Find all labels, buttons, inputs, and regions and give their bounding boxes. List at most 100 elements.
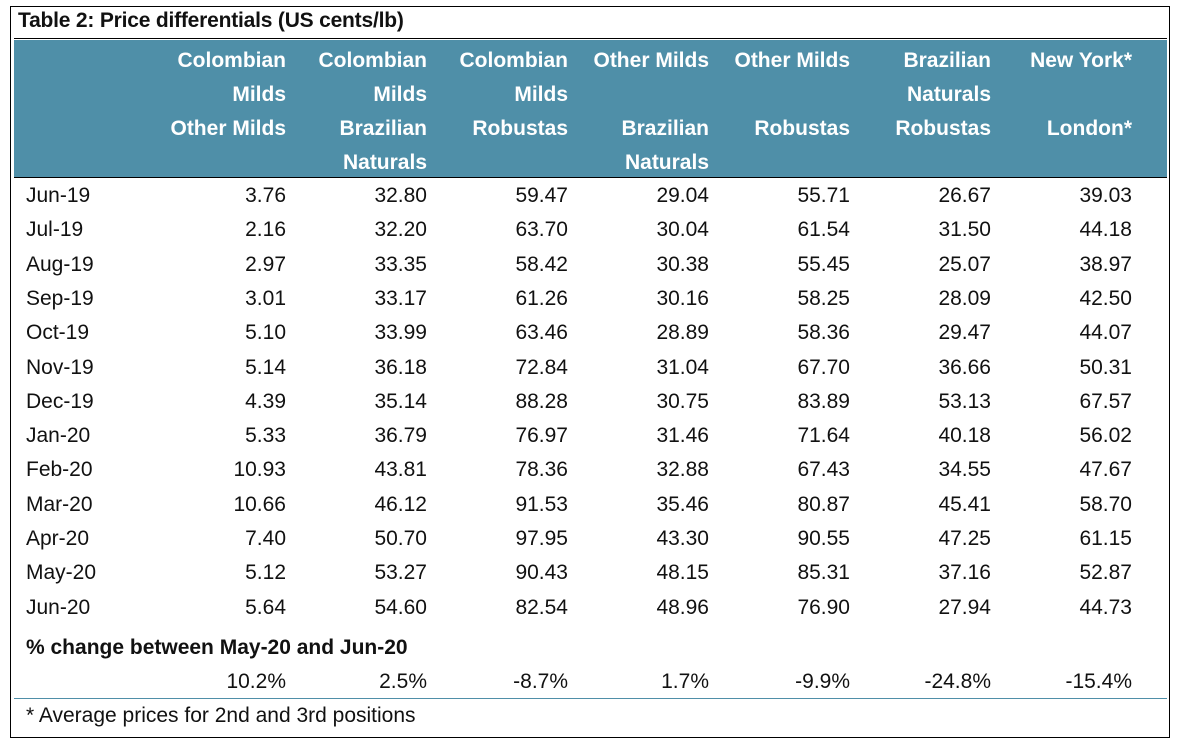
- table-cell: 90.43: [515, 561, 568, 585]
- column-header: Other Milds Robustas: [734, 44, 850, 180]
- table-cell: 34.55: [938, 458, 991, 482]
- column-header-line: Robustas: [895, 117, 991, 140]
- table-cell: 58.36: [797, 321, 850, 345]
- table-cell: 42.50: [1079, 286, 1132, 310]
- table-cell: 10.93: [233, 458, 286, 482]
- column-header-line: Naturals: [342, 151, 427, 174]
- table-cell: 58.70: [1079, 492, 1132, 516]
- pct-change-cell: 1.7%: [661, 670, 709, 693]
- table-cell: 55.71: [797, 184, 850, 207]
- column-header-line: [895, 146, 991, 180]
- table-header: Colombian Milds Other Milds Colombian Milds…: [14, 40, 1167, 177]
- table-cell: 55.45: [797, 252, 850, 276]
- bottom-divider: [14, 698, 1167, 699]
- table-cell: 59.47: [515, 184, 568, 207]
- table-cell: 61.26: [515, 286, 568, 310]
- table-row: Feb-20 10.93 43.81 78.36 32.88 67.43 34.55 47.6…: [14, 453, 1167, 487]
- table-cell: 3.01: [245, 286, 286, 310]
- column-header-line: [1030, 78, 1132, 112]
- table-cell: 30.16: [656, 286, 709, 310]
- table-cell: 5.12: [245, 561, 286, 585]
- column-header: Brazilian Naturals Robustas: [895, 44, 991, 180]
- table-cell: 43.30: [656, 527, 709, 550]
- table-cell: 83.89: [797, 389, 850, 413]
- pct-change-cell: -24.8%: [924, 670, 991, 693]
- table-cell: 35.46: [656, 492, 709, 516]
- table-row: Oct-19 5.10 33.99 63.46 28.89 58.36 29.47 44.07: [14, 316, 1167, 350]
- table-cell: 44.07: [1079, 321, 1132, 345]
- table-cell: 5.64: [245, 595, 286, 619]
- table-row: Aug-19 2.97 33.35 58.42 30.38 55.45 25.07 38.97: [14, 248, 1167, 282]
- table-cell: 63.70: [515, 218, 568, 242]
- column-header-line: [734, 78, 850, 112]
- footnote: * Average prices for 2nd and 3rd positio…: [26, 704, 416, 727]
- column-header-line: Milds: [514, 83, 568, 106]
- row-label: May-20: [26, 561, 97, 585]
- table-frame: [10, 6, 1170, 738]
- table-cell: 50.31: [1079, 355, 1132, 379]
- row-label: Jun-20: [26, 595, 91, 619]
- pct-change-cell: 2.5%: [379, 670, 427, 693]
- table-cell: 30.38: [656, 252, 709, 276]
- table-row: Apr-20 7.40 50.70 97.95 43.30 90.55 47.25 61.15: [14, 522, 1167, 556]
- table-cell: 10.66: [233, 492, 286, 516]
- table-row: Mar-20 10.66 46.12 91.53 35.46 80.87 45.41 58.7…: [14, 488, 1167, 522]
- table-row: Jan-20 5.33 36.79 76.97 31.46 71.64 40.18 56.02: [14, 419, 1167, 453]
- table-cell: 31.50: [938, 218, 991, 242]
- table-cell: 54.60: [374, 595, 427, 619]
- column-header-line: Robustas: [754, 117, 850, 140]
- table-cell: 72.84: [515, 355, 568, 379]
- table-cell: 56.02: [1079, 424, 1132, 448]
- pct-change-cell: -9.9%: [795, 670, 850, 693]
- table-cell: 30.04: [656, 218, 709, 242]
- column-header-line: New York*: [1030, 49, 1132, 72]
- table-cell: 37.16: [938, 561, 991, 585]
- table-cell: 47.67: [1079, 458, 1132, 482]
- table-row: Jul-19 2.16 32.20 63.70 30.04 61.54 31.50 44.18: [14, 213, 1167, 247]
- table-cell: 97.95: [515, 527, 568, 550]
- table-cell: 5.33: [245, 424, 286, 448]
- table-cell: 25.07: [938, 252, 991, 276]
- table-cell: 67.43: [797, 458, 850, 482]
- row-label: Jun-19: [26, 184, 91, 207]
- column-header: New York* London*: [1030, 44, 1132, 180]
- row-label: Feb-20: [26, 458, 93, 482]
- table-cell: 7.40: [245, 527, 286, 550]
- table-cell: 48.96: [656, 595, 709, 619]
- row-label: Nov-19: [26, 355, 94, 379]
- table-cell: 30.75: [656, 389, 709, 413]
- table-cell: 36.79: [374, 424, 427, 448]
- column-header: Other Milds Brazilian Naturals: [593, 44, 709, 180]
- row-label: Apr-20: [26, 527, 90, 550]
- column-header-line: Brazilian: [621, 117, 709, 140]
- table-cell: 31.04: [656, 355, 709, 379]
- column-header: Colombian Milds Brazilian Naturals: [319, 44, 428, 180]
- column-header-line: Colombian: [177, 49, 287, 72]
- table-cell: 82.54: [515, 595, 568, 619]
- table-cell: 32.88: [656, 458, 709, 482]
- table-cell: 35.14: [374, 389, 427, 413]
- pct-change-cell: -8.7%: [513, 670, 568, 693]
- pct-change-row: 10.2% 2.5% -8.7% 1.7% -9.9% -24.8% -15.4%: [14, 665, 1167, 699]
- table-cell: 40.18: [938, 424, 991, 448]
- row-label: Sep-19: [26, 286, 94, 310]
- table-cell: 33.17: [374, 286, 427, 310]
- table-cell: 63.46: [515, 321, 568, 345]
- table-cell: 43.81: [374, 458, 427, 482]
- pct-change-cell: -15.4%: [1065, 670, 1132, 693]
- pct-change-cell: 10.2%: [226, 670, 286, 693]
- table-row: Nov-19 5.14 36.18 72.84 31.04 67.70 36.66 50.31: [14, 351, 1167, 385]
- column-header-line: Other Milds: [593, 49, 709, 72]
- header-divider: [14, 177, 1167, 178]
- table-cell: 53.27: [374, 561, 427, 585]
- table-cell: 26.67: [938, 184, 991, 207]
- table-cell: 48.15: [656, 561, 709, 585]
- table-cell: 29.47: [938, 321, 991, 345]
- table-cell: 3.76: [245, 184, 286, 207]
- table-cell: 33.99: [374, 321, 427, 345]
- column-header-line: [170, 146, 286, 180]
- table-cell: 61.15: [1079, 527, 1132, 550]
- table-cell: 2.16: [245, 218, 286, 242]
- table-cell: 33.35: [374, 252, 427, 276]
- table-cell: 36.66: [938, 355, 991, 379]
